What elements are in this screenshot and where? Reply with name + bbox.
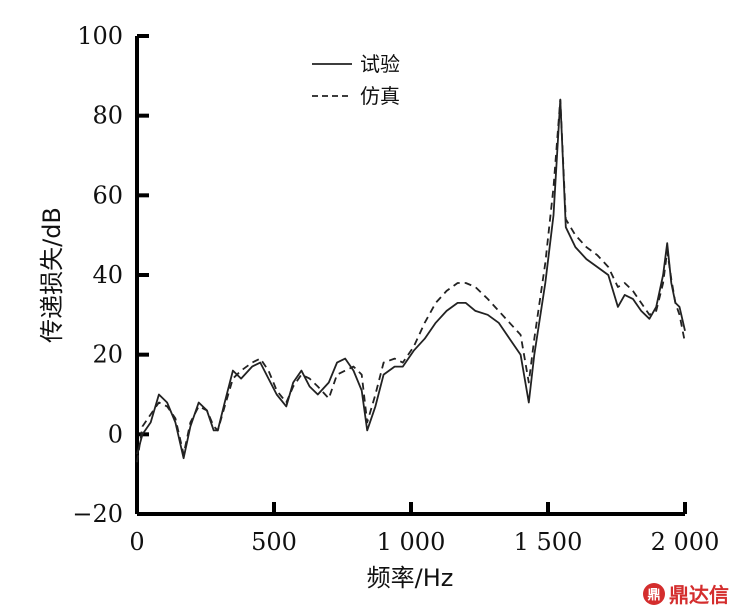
legend-label-sim: 仿真 [360, 84, 400, 108]
legend-label-test: 试验 [360, 52, 400, 76]
x-tick-label: 1 000 [377, 528, 446, 556]
y-tick-label: 60 [92, 181, 123, 209]
axes [135, 36, 685, 516]
x-tick-label: 0 [129, 528, 144, 556]
watermark-text: 鼎达信 [669, 583, 729, 607]
y-tick-label: 40 [92, 261, 123, 289]
legend: 试验 仿真 [312, 52, 400, 108]
y-tick-label: 20 [92, 341, 123, 369]
y-tick-label: 80 [92, 102, 123, 130]
x-tick-label: 1 500 [514, 528, 583, 556]
y-ticks: −20 0 20 40 60 80 100 [72, 22, 149, 528]
series-line-sim [136, 98, 686, 463]
watermark: 鼎 鼎达信 [643, 579, 729, 608]
y-tick-label: −20 [72, 500, 123, 528]
x-tick-label: 2 000 [651, 528, 720, 556]
y-axis-title: 传递损失/dB [38, 207, 66, 343]
series-line-test [136, 98, 686, 460]
y-tick-label: 0 [108, 420, 123, 448]
watermark-logo-icon: 鼎 [643, 582, 665, 605]
x-ticks: 0 500 1 000 1 500 2 000 [129, 502, 719, 556]
y-tick-label: 100 [77, 22, 123, 50]
x-tick-label: 500 [251, 528, 297, 556]
x-axis-title: 频率/Hz [367, 564, 454, 592]
series-layer [136, 98, 686, 463]
